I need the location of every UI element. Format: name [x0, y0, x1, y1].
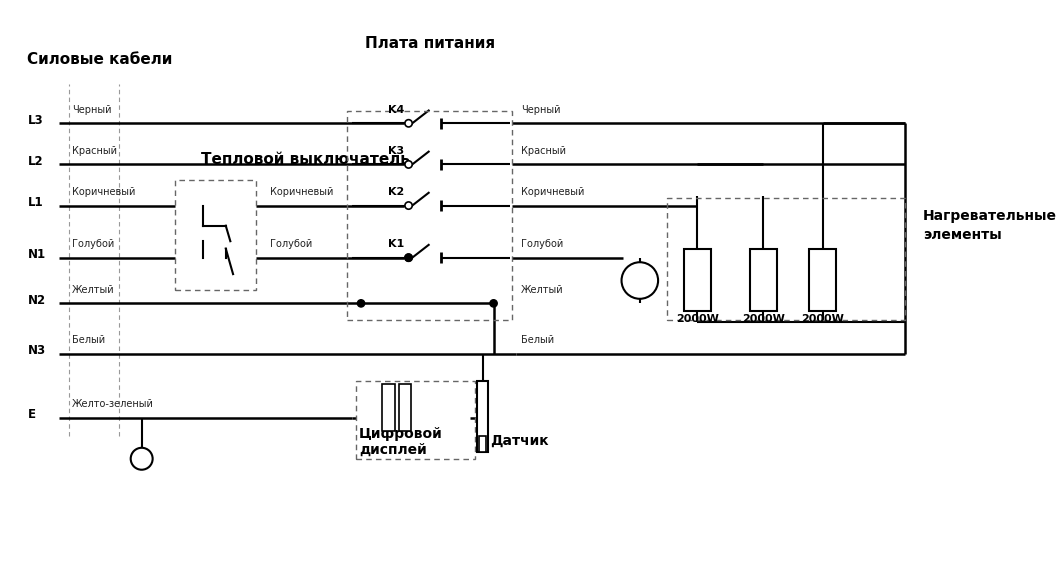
- Text: Желто-зеленый: Желто-зеленый: [72, 399, 154, 410]
- Text: Тепловой выключатель: Тепловой выключатель: [201, 152, 410, 168]
- Circle shape: [405, 120, 412, 127]
- Text: L1: L1: [28, 196, 44, 209]
- Text: E: E: [28, 408, 35, 422]
- Text: Желтый: Желтый: [521, 285, 564, 295]
- Bar: [382, 384, 395, 431]
- Text: Черный: Черный: [72, 105, 112, 115]
- Bar: [750, 248, 777, 311]
- Text: 2000W: 2000W: [741, 315, 785, 324]
- Text: 2000W: 2000W: [676, 315, 719, 324]
- Text: Коричневый: Коричневый: [72, 188, 136, 197]
- Circle shape: [131, 448, 153, 470]
- Circle shape: [405, 254, 412, 261]
- Circle shape: [621, 262, 658, 299]
- Text: L2: L2: [28, 155, 44, 168]
- Text: Черный: Черный: [521, 105, 561, 115]
- Circle shape: [490, 300, 497, 307]
- Text: Цифровой
дисплей: Цифровой дисплей: [359, 427, 443, 457]
- Text: Коричневый: Коричневый: [521, 188, 584, 197]
- Text: K3: K3: [389, 146, 405, 156]
- Text: N1: N1: [28, 248, 46, 261]
- Text: N3: N3: [28, 344, 46, 358]
- Text: Силовые кабели: Силовые кабели: [28, 52, 173, 67]
- Text: Плата питания: Плата питания: [364, 35, 495, 50]
- Bar: [398, 384, 411, 431]
- Text: Голубой: Голубой: [72, 240, 115, 249]
- Circle shape: [405, 202, 412, 209]
- Text: Голубой: Голубой: [521, 240, 563, 249]
- Text: Датчик: Датчик: [490, 434, 549, 447]
- Bar: [684, 248, 712, 311]
- Text: Нагревательные
элементы: Нагревательные элементы: [923, 209, 1057, 243]
- Text: Голубой: Голубой: [270, 240, 312, 249]
- Text: Желтый: Желтый: [72, 285, 115, 295]
- Text: Белый: Белый: [521, 335, 554, 345]
- Text: K1: K1: [389, 240, 405, 249]
- Circle shape: [405, 161, 412, 168]
- Text: L3: L3: [28, 114, 44, 127]
- Text: Коричневый: Коричневый: [270, 188, 333, 197]
- Text: Красный: Красный: [521, 146, 566, 156]
- Circle shape: [358, 300, 364, 307]
- Bar: [479, 436, 486, 452]
- Text: K4: K4: [389, 105, 405, 115]
- Text: K2: K2: [389, 188, 405, 197]
- Bar: [809, 248, 837, 311]
- Text: N2: N2: [28, 294, 46, 307]
- Circle shape: [405, 254, 412, 261]
- Text: Красный: Красный: [72, 146, 117, 156]
- Bar: [477, 381, 489, 452]
- Text: 2000W: 2000W: [801, 315, 844, 324]
- Text: Белый: Белый: [72, 335, 105, 345]
